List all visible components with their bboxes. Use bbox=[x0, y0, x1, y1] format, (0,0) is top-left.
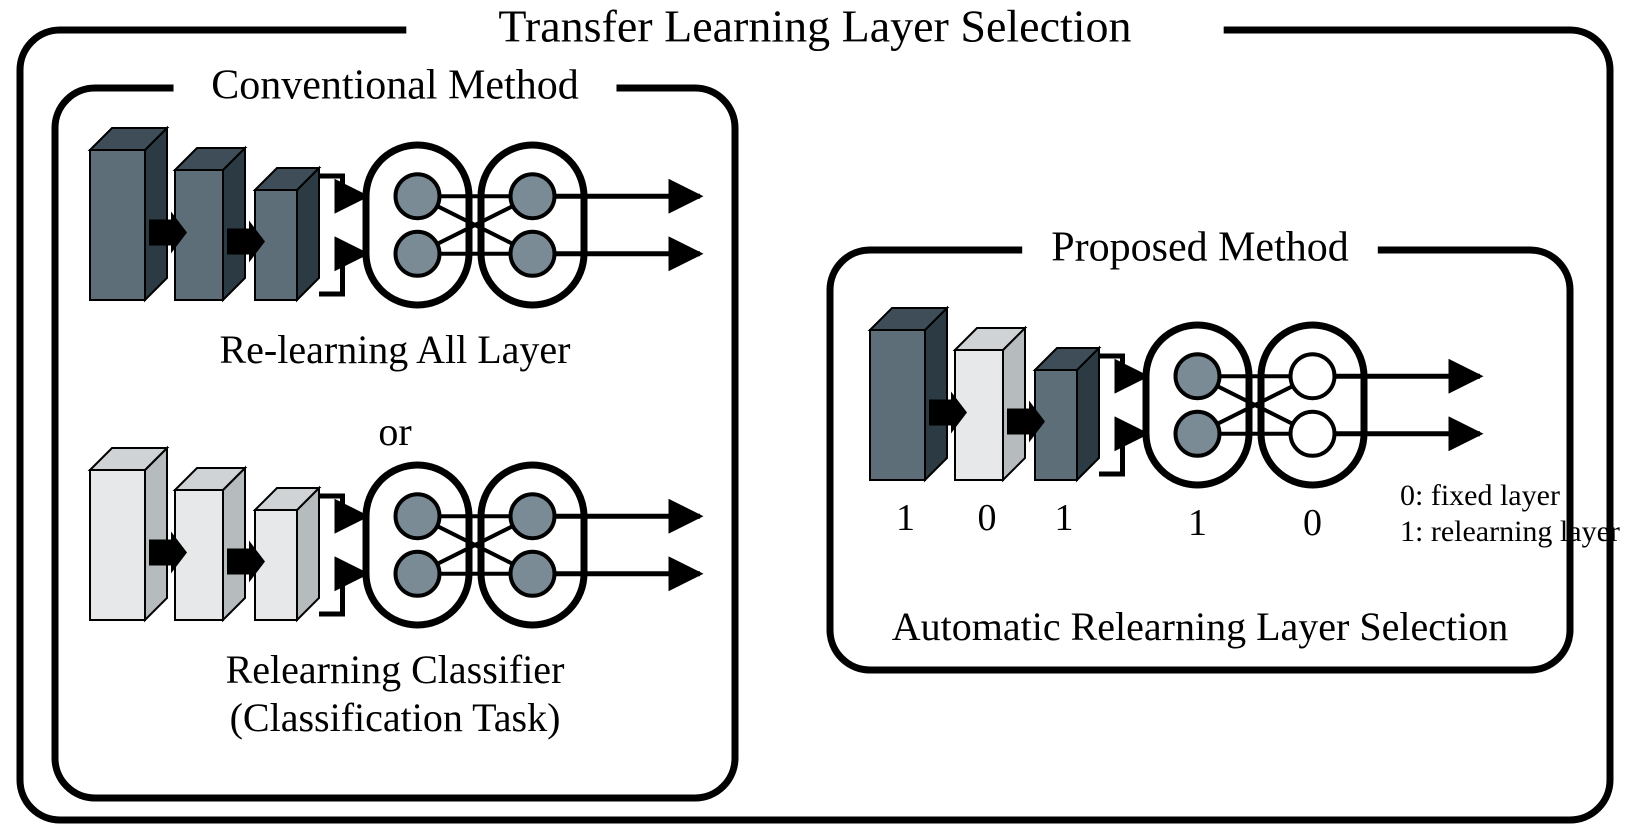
conv-bot-caption-1: Relearning Classifier bbox=[226, 647, 565, 692]
conventional-title: Conventional Method bbox=[211, 63, 578, 109]
proposed-fc-digit-2: 0 bbox=[1303, 502, 1322, 544]
fc-node bbox=[1291, 354, 1335, 398]
conventional-or: or bbox=[378, 409, 411, 454]
conv-bot-layer-1 bbox=[175, 468, 245, 620]
fc-node bbox=[1176, 354, 1220, 398]
conv-top-layer-2 bbox=[255, 168, 319, 300]
feature-arrow bbox=[319, 496, 366, 516]
conv-bot-caption-2: (Classification Task) bbox=[230, 695, 561, 740]
fc-node bbox=[511, 552, 555, 596]
conv-top-fc bbox=[366, 145, 700, 305]
fc-node bbox=[396, 232, 440, 276]
proposed-title: Proposed Method bbox=[1051, 225, 1349, 271]
proposed-caption: Automatic Relearning Layer Selection bbox=[892, 604, 1508, 649]
proposed-fc bbox=[1146, 325, 1480, 485]
fc-node bbox=[396, 494, 440, 538]
outer-title: Transfer Learning Layer Selection bbox=[498, 1, 1131, 52]
conv-bot-fc bbox=[366, 465, 700, 625]
fc-node bbox=[511, 494, 555, 538]
feature-arrow bbox=[319, 176, 366, 196]
feature-arrow bbox=[319, 574, 366, 614]
conv-top-layer-1 bbox=[175, 148, 245, 300]
fc-node bbox=[396, 552, 440, 596]
proposed-layer-digit-1: 0 bbox=[978, 497, 997, 539]
legend-line-2: 1: relearning layer bbox=[1400, 515, 1620, 548]
proposed-layer-1 bbox=[955, 328, 1025, 480]
conv-top-layer-0 bbox=[90, 128, 167, 300]
fc-node bbox=[511, 232, 555, 276]
fc-node bbox=[1176, 412, 1220, 456]
fc-node bbox=[396, 174, 440, 218]
proposed-layer-0 bbox=[870, 308, 947, 480]
feature-arrow bbox=[319, 254, 366, 294]
feature-arrow bbox=[1099, 434, 1146, 474]
conv-top-caption: Re-learning All Layer bbox=[220, 327, 571, 372]
proposed-layer-digit-2: 1 bbox=[1055, 497, 1074, 539]
proposed-fc-digit-1: 1 bbox=[1188, 502, 1207, 544]
proposed-layer-digit-0: 1 bbox=[896, 497, 915, 539]
proposed-layer-2 bbox=[1035, 348, 1099, 480]
feature-arrow bbox=[1099, 356, 1146, 376]
fc-node bbox=[511, 174, 555, 218]
conv-bot-layer-2 bbox=[255, 488, 319, 620]
fc-node bbox=[1291, 412, 1335, 456]
conv-bot-layer-0 bbox=[90, 448, 167, 620]
legend-line-1: 0: fixed layer bbox=[1400, 479, 1560, 512]
